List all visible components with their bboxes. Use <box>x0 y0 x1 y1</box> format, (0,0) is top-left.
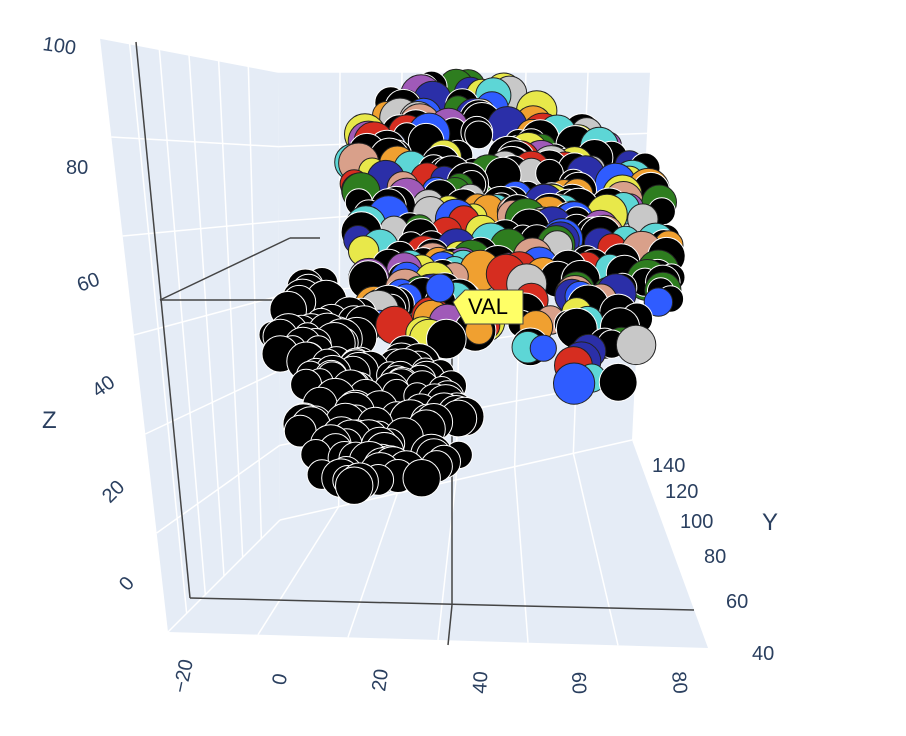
x-tick-label: 40 <box>469 671 492 695</box>
data-point[interactable] <box>529 334 557 362</box>
back-wall-xz <box>100 38 280 632</box>
hover-label-box <box>452 289 524 325</box>
data-point[interactable] <box>335 466 374 505</box>
y-tick-label: 120 <box>665 481 698 503</box>
data-point[interactable] <box>553 362 596 405</box>
gridline <box>513 466 529 643</box>
z-axis-line <box>135 41 191 599</box>
y-tick-label: 80 <box>704 546 726 568</box>
y-tick-label: 140 <box>652 455 685 477</box>
x-tick-label: 0 <box>268 672 292 687</box>
y-tick-labels: 140 120 100 80 60 40 Y <box>652 455 778 665</box>
hover-label: VAL <box>452 289 524 325</box>
y-tick-label: 40 <box>752 643 774 665</box>
x-tick-label: −20 <box>169 657 198 695</box>
data-point[interactable] <box>598 362 638 402</box>
data-point[interactable] <box>643 287 674 317</box>
z-tick-label: 0 <box>115 573 139 596</box>
gridline <box>188 54 225 577</box>
x-tick-label: 60 <box>567 671 590 694</box>
x-tick-label: 80 <box>667 671 691 695</box>
gridline <box>217 60 244 558</box>
data-point[interactable] <box>426 318 467 360</box>
x-tick-labels: −20 0 20 40 60 80 <box>169 657 691 695</box>
z-axis-title: Z <box>42 407 57 434</box>
y-axis-title: Y <box>762 509 778 536</box>
gridline <box>572 453 619 646</box>
data-point[interactable] <box>464 120 494 150</box>
y-tick-label: 60 <box>726 591 748 613</box>
z-tick-label: 20 <box>98 476 129 507</box>
y-tick-label: 100 <box>680 511 713 533</box>
z-tick-label: 80 <box>66 157 88 179</box>
spike-depth <box>159 237 291 301</box>
gridline <box>247 66 263 539</box>
data-points[interactable] <box>258 68 686 505</box>
z-tick-label: 40 <box>88 371 119 402</box>
gridline <box>158 49 207 595</box>
hovered-data-point[interactable] <box>425 273 455 303</box>
z-tick-label: 100 <box>41 33 77 59</box>
z-tick-label: 60 <box>74 268 102 296</box>
gridline <box>347 493 399 638</box>
gridline <box>257 506 340 636</box>
spike-z <box>447 604 453 646</box>
floor-plane <box>168 440 708 648</box>
gridline <box>128 43 188 614</box>
data-point[interactable] <box>402 459 441 498</box>
data-point[interactable] <box>615 324 657 366</box>
gridline <box>437 479 457 641</box>
hover-label-text: VAL <box>468 294 508 319</box>
x-axis-line <box>189 597 695 611</box>
x-tick-label: 20 <box>368 668 393 693</box>
